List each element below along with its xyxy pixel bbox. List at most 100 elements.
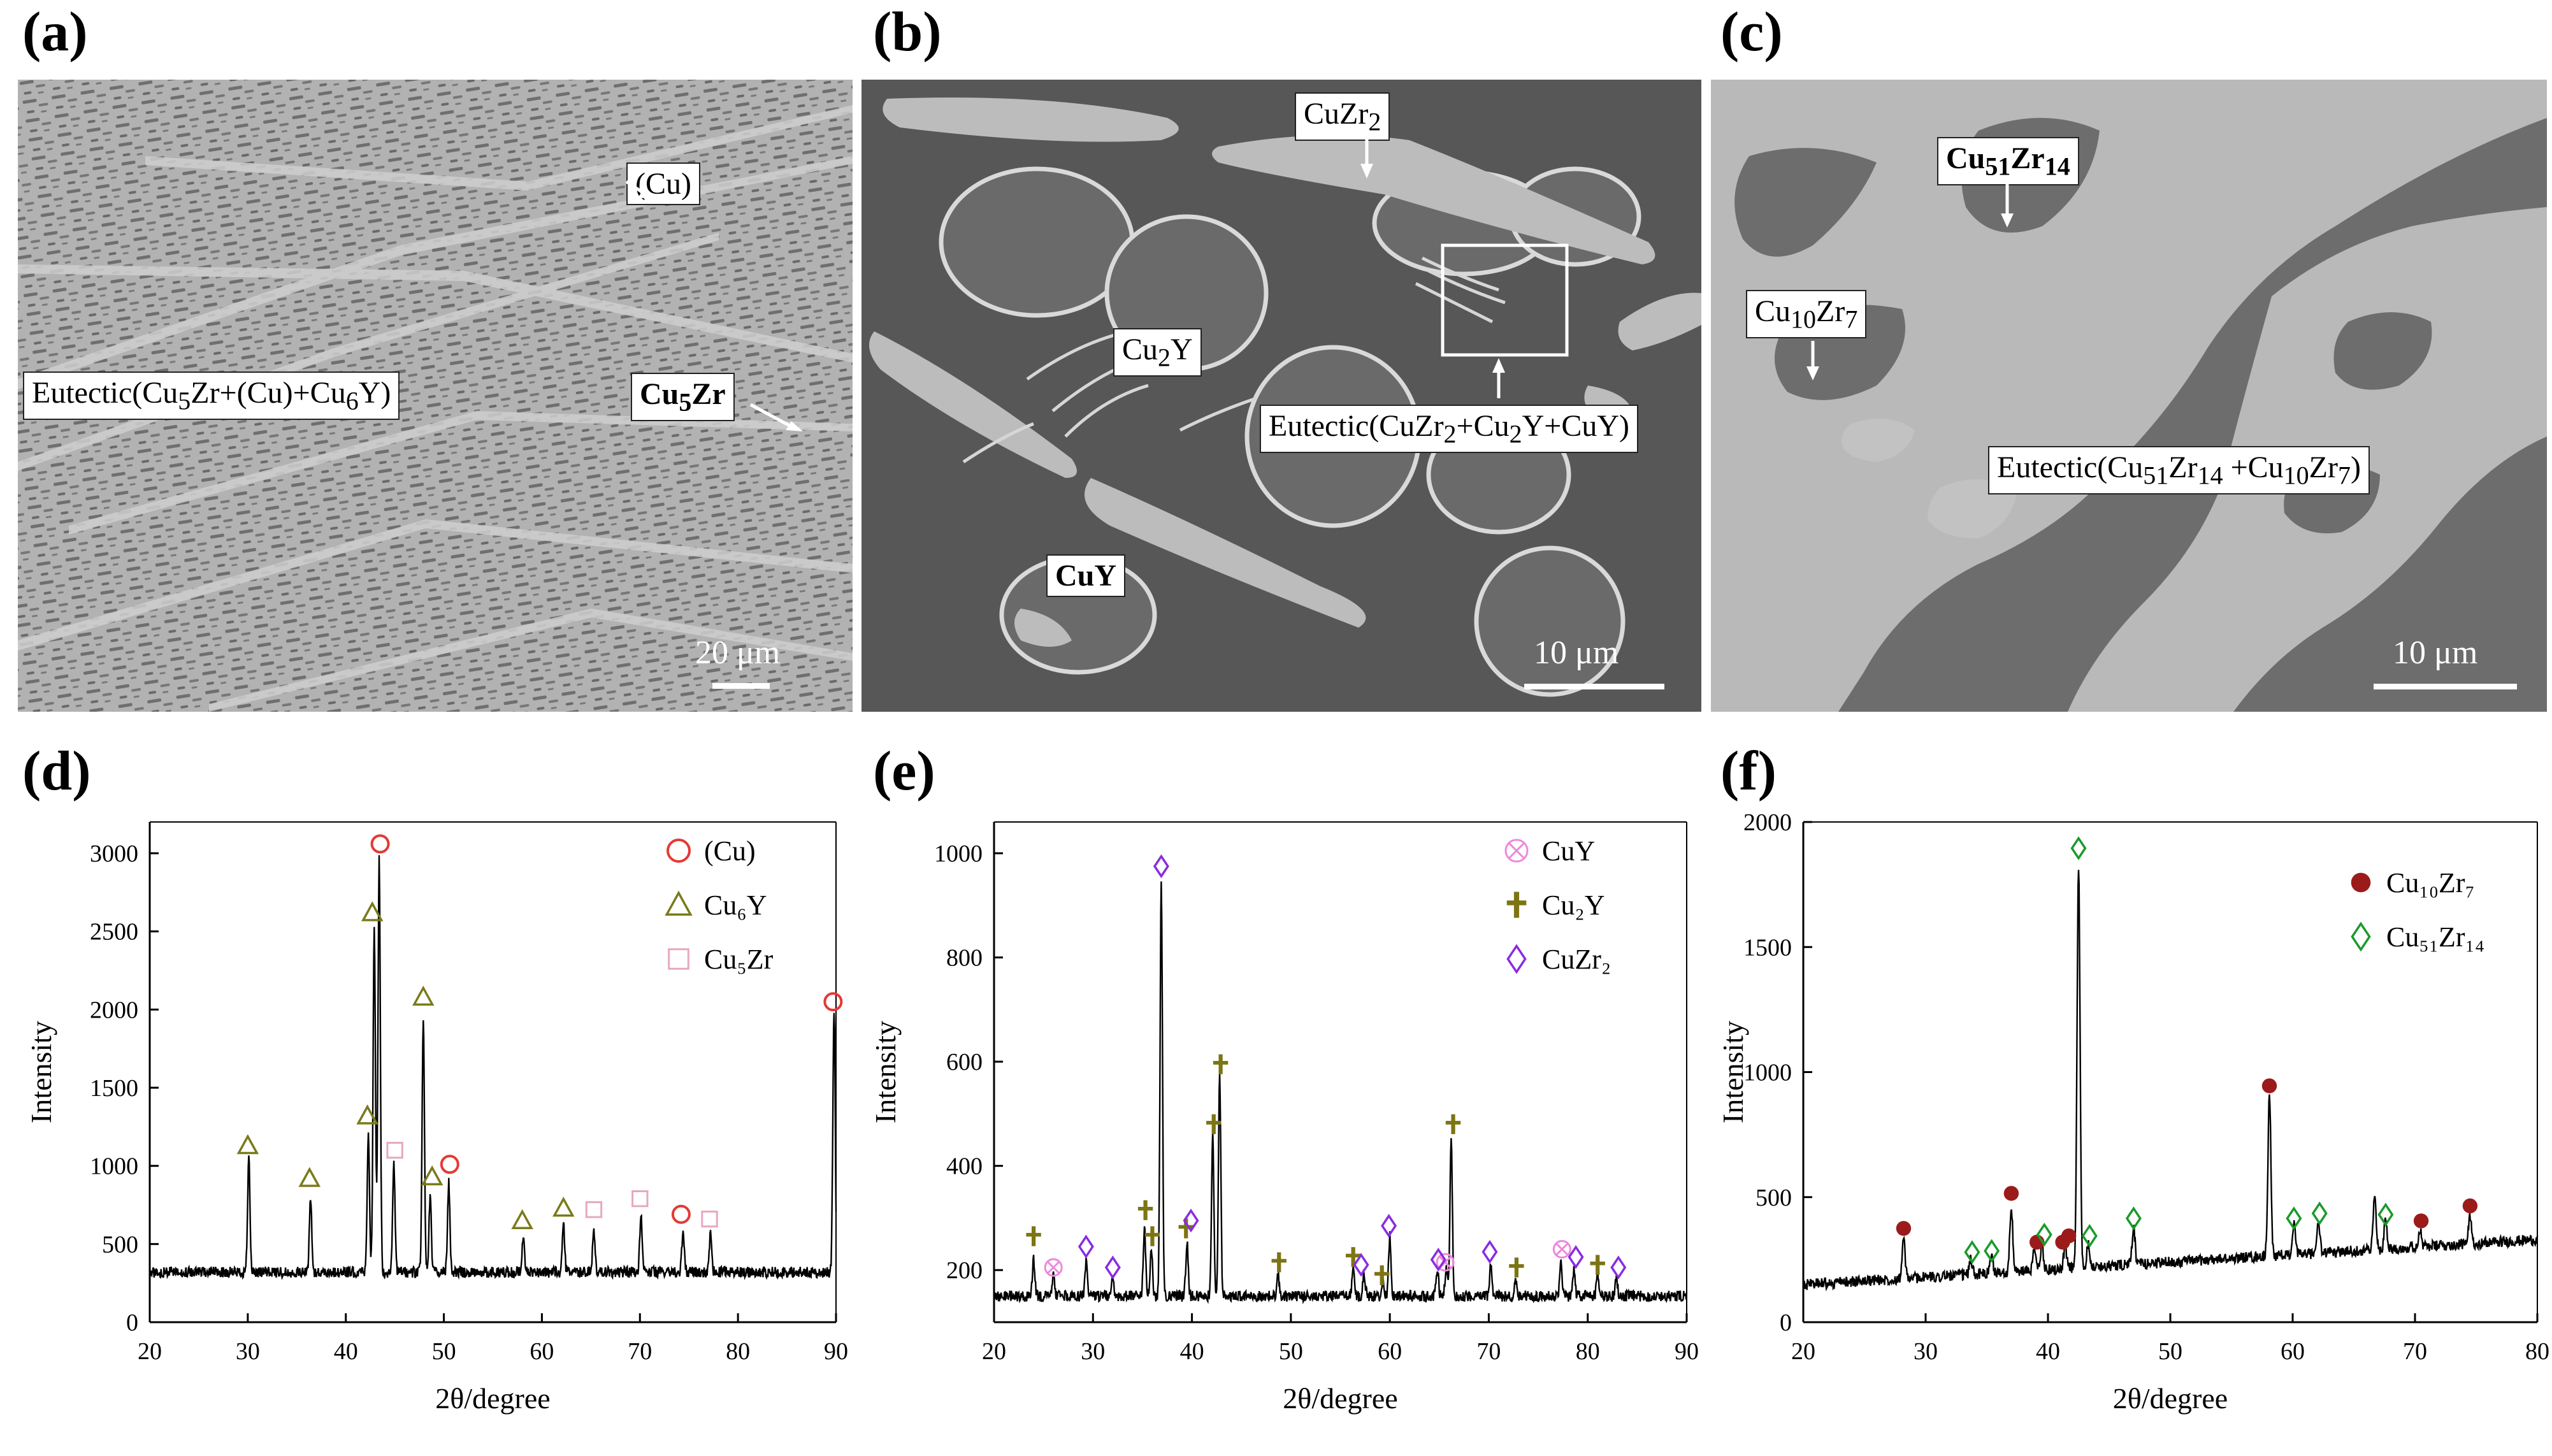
peak-marker-e bbox=[1026, 1226, 1041, 1246]
label-eutectic-b-2: +Cu bbox=[1456, 409, 1510, 443]
y-tick-label-e: 600 bbox=[946, 1049, 983, 1076]
y-tick-label-f: 500 bbox=[1755, 1185, 1792, 1211]
xrd-plot-f: 20 30 40 50 60 70 80 0 500 1000 1500 2000 2θ/degree I… bbox=[1717, 809, 2549, 1415]
peak-marker-e bbox=[1381, 1213, 1397, 1238]
label-cu2y: Cu2Y bbox=[1113, 328, 1202, 377]
x-tick-label-d: 20 bbox=[138, 1338, 162, 1365]
label-cu-text: (Cu) bbox=[635, 167, 691, 201]
x-tick-label-d: 50 bbox=[432, 1338, 456, 1365]
y-tick-label-f: 0 bbox=[1780, 1309, 1792, 1336]
peak-marker-e bbox=[1445, 1114, 1461, 1134]
x-tick-label-d: 90 bbox=[824, 1338, 847, 1365]
x-tick-label-f: 70 bbox=[2403, 1338, 2427, 1365]
peak-marker-e bbox=[1104, 1255, 1121, 1279]
label-cu5zr-sub: 5 bbox=[679, 387, 692, 417]
peak-marker-e bbox=[1374, 1265, 1390, 1286]
peak-marker-e bbox=[1271, 1252, 1287, 1272]
label-cu2y-end: Y bbox=[1171, 333, 1193, 366]
label-cuy: CuY bbox=[1046, 554, 1126, 598]
legend-marker-e bbox=[1506, 944, 1527, 974]
legend-marker-e bbox=[1504, 839, 1529, 863]
x-tick-label-d: 80 bbox=[726, 1338, 750, 1365]
peak-marker-d bbox=[361, 901, 384, 921]
x-axis-label-e: 2θ/degree bbox=[1283, 1382, 1397, 1415]
peak-marker-d bbox=[298, 1167, 321, 1187]
xrd-spectrum-f bbox=[1802, 870, 2539, 1292]
label-cu5zr: Cu5Zr bbox=[631, 373, 735, 421]
label-cuzr2-text: CuZr bbox=[1304, 97, 1369, 131]
x-tick-label-d: 30 bbox=[236, 1338, 260, 1365]
y-tick-label-f: 2000 bbox=[1743, 809, 1792, 836]
label-eutectic-a: Eutectic(Cu5Zr+(Cu)+Cu6Y) bbox=[23, 371, 400, 420]
legend-label-f: Cu₅₁Zr₁₄ bbox=[2386, 921, 2484, 953]
peak-marker-f bbox=[2081, 1223, 2098, 1248]
peak-marker-d bbox=[421, 1165, 443, 1186]
peak-marker-e bbox=[1044, 1258, 1063, 1277]
label-eutectic-b: Eutectic(CuZr2+Cu2Y+CuY) bbox=[1260, 405, 1639, 453]
peak-marker-e bbox=[1183, 1208, 1199, 1233]
peak-marker-e bbox=[1590, 1255, 1605, 1275]
x-tick-label-e: 50 bbox=[1279, 1338, 1303, 1365]
y-tick-label-e: 1000 bbox=[934, 840, 983, 867]
panel-letter-b: (b) bbox=[873, 1, 942, 63]
peak-marker-f bbox=[2036, 1222, 2052, 1247]
x-tick-label-d: 40 bbox=[334, 1338, 358, 1365]
peak-marker-d bbox=[236, 1134, 259, 1155]
x-tick-label-e: 70 bbox=[1476, 1338, 1501, 1365]
label-eutectic-c-s4: 7 bbox=[2337, 461, 2351, 490]
peak-marker-f bbox=[1964, 1240, 1980, 1264]
legend-label-e: CuZr₂ bbox=[1542, 944, 1611, 975]
x-tick-label-e: 80 bbox=[1576, 1338, 1600, 1365]
micrograph-b-texture bbox=[861, 80, 1701, 712]
x-tick-label-f: 50 bbox=[2158, 1338, 2182, 1365]
x-tick-label-e: 20 bbox=[982, 1338, 1006, 1365]
x-tick-label-f: 40 bbox=[2036, 1338, 2060, 1365]
label-cu51zr14: Cu51Zr14 bbox=[1937, 137, 2079, 185]
label-cu5zr-end: Zr bbox=[691, 377, 726, 411]
peak-marker-f bbox=[2061, 1228, 2077, 1244]
peak-marker-f bbox=[1896, 1221, 1912, 1236]
label-cu2y-text: Cu bbox=[1122, 333, 1158, 366]
legend-label-d: (Cu) bbox=[704, 835, 756, 867]
x-tick-label-e: 60 bbox=[1378, 1338, 1402, 1365]
scale-label-b: 10 μm bbox=[1534, 635, 1619, 671]
y-tick-label-e: 200 bbox=[946, 1257, 983, 1284]
label-cu10zr7-sub1: 10 bbox=[1791, 305, 1817, 334]
peak-marker-d bbox=[440, 1155, 459, 1174]
peak-marker-d bbox=[511, 1209, 533, 1229]
x-tick-label-f: 30 bbox=[1914, 1338, 1938, 1365]
xrd-spectrum-d bbox=[149, 855, 837, 1280]
xrd-chart-f: 20 30 40 50 60 70 80 0 500 1000 1500 2000 2θ/degree I… bbox=[1701, 800, 2552, 1456]
xrd-chart-e: 20 30 40 50 60 70 80 90 200 400 600 800 1000 2θ/degre… bbox=[851, 800, 1701, 1456]
peak-marker-f bbox=[2070, 836, 2087, 860]
peak-marker-e bbox=[1345, 1247, 1361, 1267]
peak-marker-e bbox=[1137, 1200, 1153, 1220]
micrograph-c: Cu51Zr14 Cu10Zr7 Eutectic(Cu51Zr14 +Cu10… bbox=[1711, 80, 2547, 712]
label-cu2y-sub: 2 bbox=[1158, 343, 1171, 372]
legend-marker-e bbox=[1506, 891, 1527, 918]
label-cu10zr7-mid: Zr bbox=[1816, 294, 1845, 328]
legend-label-e: Cu₂Y bbox=[1542, 890, 1604, 921]
y-tick-label-d: 3000 bbox=[90, 840, 138, 867]
label-eutectic-a-end: Y) bbox=[358, 376, 391, 410]
legend-marker-d bbox=[668, 948, 689, 970]
x-tick-label-f: 60 bbox=[2281, 1338, 2305, 1365]
label-cu: (Cu) bbox=[626, 162, 700, 206]
peak-marker-d bbox=[701, 1210, 718, 1228]
micrograph-b: CuZr2 Cu2Y Eutectic(CuZr2+Cu2Y+CuY) CuY … bbox=[861, 80, 1701, 712]
label-cu10zr7-text: Cu bbox=[1755, 294, 1791, 328]
peak-marker-f bbox=[2003, 1186, 2019, 1201]
peak-marker-e bbox=[1206, 1114, 1222, 1134]
panel-letter-f: (f) bbox=[1720, 740, 1777, 802]
label-cu5zr-text: Cu bbox=[640, 377, 679, 411]
label-eutectic-b-s2: 2 bbox=[1509, 419, 1522, 449]
x-tick-label-f: 20 bbox=[1791, 1338, 1815, 1365]
legend-marker-f bbox=[2351, 872, 2371, 893]
y-tick-label-d: 1000 bbox=[90, 1153, 138, 1180]
peak-marker-e bbox=[1568, 1245, 1584, 1269]
x-tick-label-d: 60 bbox=[530, 1338, 554, 1365]
label-eutectic-b-3: Y+CuY) bbox=[1522, 409, 1630, 443]
y-tick-label-d: 2000 bbox=[90, 997, 138, 1023]
peak-marker-d bbox=[370, 834, 390, 854]
peak-marker-e bbox=[1178, 1218, 1193, 1239]
